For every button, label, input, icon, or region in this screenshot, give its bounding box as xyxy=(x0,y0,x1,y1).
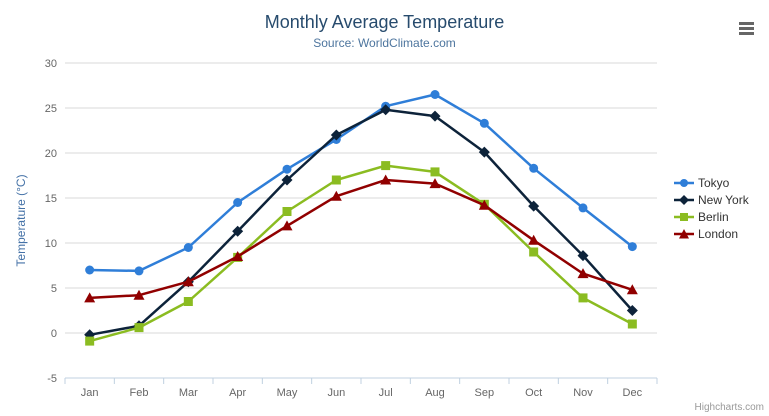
y-axis-tick-label: 25 xyxy=(45,103,57,115)
triangle-marker-icon xyxy=(674,228,694,238)
series-line-tokyo[interactable] xyxy=(88,93,634,273)
series-line-london[interactable] xyxy=(88,178,634,300)
legend-label: London xyxy=(698,226,739,241)
diamond-marker-icon xyxy=(674,194,694,205)
data-point-marker[interactable] xyxy=(381,161,391,171)
data-point-marker[interactable] xyxy=(479,118,489,128)
data-point-marker[interactable] xyxy=(232,225,244,237)
data-point-marker[interactable] xyxy=(281,220,293,231)
legend-item-tokyo[interactable]: Tokyo xyxy=(674,174,749,191)
data-point-marker[interactable] xyxy=(84,292,96,303)
data-point-marker[interactable] xyxy=(626,284,638,295)
x-axis-tick-label: Apr xyxy=(229,387,246,399)
data-point-marker[interactable] xyxy=(183,297,193,306)
y-axis-tick-label: 15 xyxy=(45,193,57,205)
legend-label: Tokyo xyxy=(698,175,730,190)
data-point-marker[interactable] xyxy=(134,323,144,333)
data-point-marker[interactable] xyxy=(233,198,243,207)
data-point-marker[interactable] xyxy=(528,200,540,212)
x-axis-tick-label: Sep xyxy=(475,387,495,399)
y-axis-tick-label: 0 xyxy=(51,328,57,340)
x-axis-tick-label: Jan xyxy=(81,387,99,399)
data-point-marker[interactable] xyxy=(85,336,95,346)
y-axis-title: Temperature (°C) xyxy=(14,174,28,266)
data-point-marker[interactable] xyxy=(577,250,589,262)
data-point-marker[interactable] xyxy=(578,293,588,303)
chart-subtitle: Source: WorldClimate.com xyxy=(313,36,456,50)
hamburger-icon xyxy=(739,21,755,35)
data-point-marker[interactable] xyxy=(183,243,193,252)
data-point-marker[interactable] xyxy=(577,268,589,279)
x-axis-tick-label: Feb xyxy=(130,387,149,399)
data-point-marker[interactable] xyxy=(282,164,292,174)
data-point-marker[interactable] xyxy=(282,207,292,216)
x-axis-tick-label: Oct xyxy=(525,387,542,399)
data-point-marker[interactable] xyxy=(429,178,441,189)
highcharts-credit-link[interactable]: Highcharts.com xyxy=(694,402,764,413)
data-point-marker[interactable] xyxy=(134,266,144,276)
x-axis-tick-label: May xyxy=(277,387,298,399)
data-point-marker[interactable] xyxy=(430,90,440,99)
x-axis-tick-label: Nov xyxy=(573,387,593,399)
chart-title: Monthly Average Temperature xyxy=(264,12,505,32)
circle-marker-icon xyxy=(674,178,694,187)
x-axis-tick-label: Jun xyxy=(327,387,345,399)
data-point-marker[interactable] xyxy=(330,129,342,141)
data-point-marker[interactable] xyxy=(430,167,440,177)
legend-item-london[interactable]: London xyxy=(674,225,749,242)
data-point-marker[interactable] xyxy=(133,289,145,300)
legend-item-new-york[interactable]: New York xyxy=(674,191,749,208)
square-marker-icon xyxy=(674,212,694,221)
data-point-marker[interactable] xyxy=(380,104,392,116)
y-axis-tick-label: 5 xyxy=(51,283,57,295)
legend-label: New York xyxy=(698,192,749,207)
data-point-marker[interactable] xyxy=(578,203,588,213)
data-point-marker[interactable] xyxy=(529,247,539,257)
y-axis-tick-label: 20 xyxy=(45,148,57,160)
data-point-marker[interactable] xyxy=(529,163,539,173)
y-axis-tick-label: 10 xyxy=(45,238,57,250)
data-point-marker[interactable] xyxy=(429,110,441,122)
data-point-marker[interactable] xyxy=(478,199,490,210)
data-point-marker[interactable] xyxy=(528,234,540,245)
data-point-marker[interactable] xyxy=(232,251,244,261)
data-point-marker[interactable] xyxy=(330,190,342,201)
data-point-marker[interactable] xyxy=(478,146,490,158)
data-point-marker[interactable] xyxy=(380,174,392,185)
y-axis-tick-label: 30 xyxy=(45,58,57,70)
x-axis-tick-label: Mar xyxy=(179,387,198,399)
data-point-marker[interactable] xyxy=(331,175,341,185)
data-point-marker[interactable] xyxy=(626,305,638,316)
legend-label: Berlin xyxy=(698,209,729,224)
x-axis-tick-label: Dec xyxy=(623,387,643,399)
legend-item-berlin[interactable]: Berlin xyxy=(674,208,749,225)
data-point-marker[interactable] xyxy=(627,242,637,252)
data-point-marker[interactable] xyxy=(182,276,194,287)
context-menu-button[interactable] xyxy=(737,18,757,38)
data-point-marker[interactable] xyxy=(627,319,637,329)
x-axis-tick-label: Jul xyxy=(379,387,393,399)
legend: Tokyo New York Berlin London xyxy=(674,174,749,242)
data-point-marker[interactable] xyxy=(281,174,293,186)
data-point-marker[interactable] xyxy=(85,265,95,275)
y-axis-tick-label: -5 xyxy=(47,373,57,385)
series-line-new-york[interactable] xyxy=(88,108,634,337)
x-axis-tick-label: Aug xyxy=(425,387,445,399)
series-line-berlin[interactable] xyxy=(88,164,634,343)
